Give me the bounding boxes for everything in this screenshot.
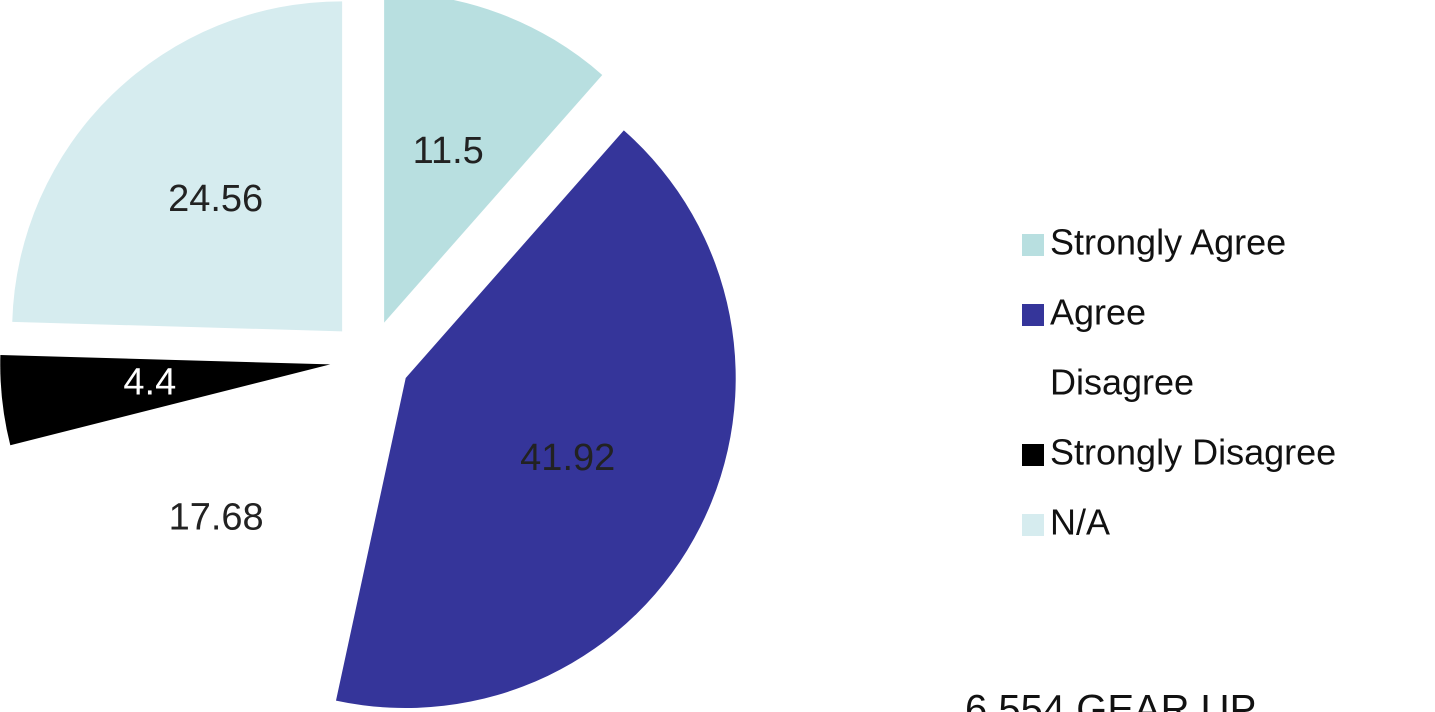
legend-swatch xyxy=(1022,234,1044,256)
pie-slice xyxy=(0,354,331,446)
pie-slice xyxy=(22,388,343,712)
data-label: 41.92 xyxy=(520,437,615,479)
legend-swatch xyxy=(1022,444,1044,466)
pie-slice xyxy=(12,1,343,332)
legend-label: Strongly Agree xyxy=(1050,222,1286,263)
pie-slice xyxy=(335,130,736,709)
data-label: 4.4 xyxy=(123,361,176,403)
legend-label: Strongly Disagree xyxy=(1050,432,1336,473)
legend-swatch xyxy=(1022,514,1044,536)
data-label: 17.68 xyxy=(169,496,264,538)
legend-swatch xyxy=(1022,304,1044,326)
legend-swatch xyxy=(1022,374,1044,396)
pie-slice xyxy=(384,0,603,323)
data-label: 24.56 xyxy=(168,178,263,220)
legend-label: Agree xyxy=(1050,292,1146,333)
legend-label: Disagree xyxy=(1050,362,1194,403)
data-label: 11.5 xyxy=(413,130,484,172)
annotation: 6,554 GEAR UP xyxy=(965,688,1256,712)
legend-label: N/A xyxy=(1050,502,1110,543)
